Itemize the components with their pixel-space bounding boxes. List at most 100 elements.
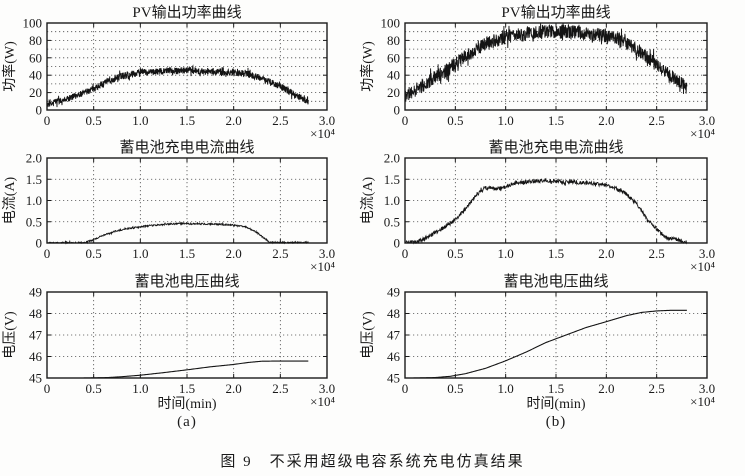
x-tick-label: 1.0 xyxy=(132,381,148,396)
y-tick-label: 0.5 xyxy=(26,214,42,229)
x-tick-label: 0.5 xyxy=(86,246,102,261)
pv-power-a-ylabel: 功率(W) xyxy=(1,41,18,92)
battery-current-b-series-line xyxy=(404,177,688,245)
x-tick-label: 2.0 xyxy=(226,113,242,128)
x-tick-label: 2.0 xyxy=(598,381,614,396)
x-tick-label: 1.5 xyxy=(548,246,564,261)
y-tick-label: 46 xyxy=(387,349,401,364)
x-tick-label: 2.5 xyxy=(649,113,665,128)
y-tick-label: 20 xyxy=(29,85,42,100)
x-tick-label: 3.0 xyxy=(699,113,715,128)
x-axis-multiplier-label: ×10⁴ xyxy=(690,259,715,274)
x-tick-label: 1.0 xyxy=(132,246,148,261)
y-tick-label: 1.0 xyxy=(384,193,400,208)
y-tick-label: 20 xyxy=(387,85,400,100)
x-tick-label: 0 xyxy=(44,381,51,396)
y-tick-label: 47 xyxy=(387,328,401,343)
y-tick-label: 1.0 xyxy=(26,193,42,208)
battery-current-a-title: 蓄电池充电电流曲线 xyxy=(119,139,254,156)
y-tick-label: 0 xyxy=(36,103,43,118)
x-tick-label: 1.0 xyxy=(132,113,148,128)
x-tick-label: 0.5 xyxy=(447,381,463,396)
y-tick-label: 100 xyxy=(23,16,43,31)
y-tick-label: 48 xyxy=(387,306,400,321)
x-tick-label: 2.0 xyxy=(598,113,614,128)
x-tick-label: 1.0 xyxy=(498,246,514,261)
x-tick-label: 3.0 xyxy=(319,113,335,128)
y-tick-label: 2.0 xyxy=(26,151,42,166)
y-tick-label: 49 xyxy=(29,285,42,300)
battery-current-b-title: 蓄电池充电电流曲线 xyxy=(488,139,623,156)
x-tick-label: 0.5 xyxy=(447,113,463,128)
y-tick-label: 45 xyxy=(29,371,42,386)
subfigure-label-b: (b) xyxy=(545,414,567,430)
y-tick-label: 80 xyxy=(29,33,42,48)
battery-voltage-b-xlabel: 时间(min) xyxy=(526,396,585,412)
pv-power-b-ylabel: 功率(W) xyxy=(359,41,376,92)
battery-voltage-a-title: 蓄电池电压曲线 xyxy=(134,273,239,290)
y-tick-label: 0.5 xyxy=(384,214,400,229)
x-tick-label: 0 xyxy=(402,246,409,261)
x-tick-label: 0.5 xyxy=(86,381,102,396)
x-axis-multiplier-label: ×10⁴ xyxy=(690,126,715,141)
battery-current-a-series-line xyxy=(46,221,309,245)
battery-voltage-a-series-line xyxy=(82,360,309,379)
x-tick-label: 1.0 xyxy=(498,381,514,396)
x-tick-label: 1.5 xyxy=(179,113,195,128)
pv-power-a-title: PV输出功率曲线 xyxy=(132,4,241,21)
pv-power-a-series-line xyxy=(46,64,309,108)
y-tick-label: 60 xyxy=(29,50,42,65)
y-tick-label: 40 xyxy=(387,68,400,83)
battery-voltage-b-title: 蓄电池电压曲线 xyxy=(503,273,608,290)
x-axis-multiplier-label: ×10⁴ xyxy=(690,394,715,409)
battery-current-a-ylabel: 电流(A) xyxy=(2,176,18,224)
x-tick-label: 1.5 xyxy=(548,113,564,128)
battery-current-b-ylabel: 电流(A) xyxy=(360,176,376,224)
battery-voltage-b-ylabel: 电压(V) xyxy=(360,311,376,359)
x-tick-label: 1.5 xyxy=(548,381,564,396)
x-tick-label: 0 xyxy=(402,113,409,128)
pv-power-b-series-line xyxy=(404,22,688,102)
x-axis-multiplier-label: ×10⁴ xyxy=(310,394,335,409)
y-tick-label: 45 xyxy=(387,371,400,386)
x-tick-label: 2.0 xyxy=(226,246,242,261)
subplot-battery-current-a: 蓄电池充电电流曲线 0 0.5 1.0 1.5 2.0 0 0.5 1.0 1.5 2.0 2.5 3.… xyxy=(2,139,335,274)
battery-voltage-a-ylabel: 电压(V) xyxy=(2,311,18,359)
x-tick-label: 0 xyxy=(44,113,51,128)
x-tick-label: 3.0 xyxy=(699,246,715,261)
battery-voltage-a-xlabel: 时间(min) xyxy=(157,396,216,412)
x-tick-label: 2.0 xyxy=(598,246,614,261)
y-tick-label: 0 xyxy=(394,103,401,118)
subfigure-label-a: (a) xyxy=(177,414,197,430)
y-tick-label: 40 xyxy=(29,68,42,83)
y-tick-label: 2.0 xyxy=(384,151,400,166)
y-tick-label: 46 xyxy=(29,349,43,364)
x-tick-label: 2.5 xyxy=(649,246,665,261)
y-tick-label: 49 xyxy=(387,285,400,300)
battery-voltage-b-series-line xyxy=(413,309,687,379)
y-tick-label: 1.5 xyxy=(26,172,42,187)
y-tick-label: 0 xyxy=(36,236,43,251)
subplot-battery-voltage-a: 蓄电池电压曲线 45 46 47 48 49 0 0.5 1.0 1.5 2.0 2.5 3.0 电压(V… xyxy=(2,273,335,412)
x-tick-label: 1.0 xyxy=(498,113,514,128)
x-tick-label: 2.0 xyxy=(226,381,242,396)
x-tick-label: 3.0 xyxy=(319,246,335,261)
y-tick-label: 47 xyxy=(29,328,43,343)
y-tick-label: 48 xyxy=(29,306,42,321)
subplot-battery-current-b: 蓄电池充电电流曲线 0 0.5 1.0 1.5 2.0 0 0.5 1.0 1.5 2.0 2.5 3.… xyxy=(360,139,715,274)
x-tick-label: 2.5 xyxy=(272,113,288,128)
x-axis-multiplier-label: ×10⁴ xyxy=(310,259,335,274)
y-tick-label: 80 xyxy=(387,33,400,48)
y-tick-label: 1.5 xyxy=(384,172,400,187)
x-tick-label: 1.5 xyxy=(179,381,195,396)
x-tick-label: 2.5 xyxy=(272,381,288,396)
x-tick-label: 0.5 xyxy=(86,113,102,128)
x-tick-label: 0.5 xyxy=(447,246,463,261)
y-tick-label: 60 xyxy=(387,50,400,65)
x-tick-label: 0 xyxy=(44,246,51,261)
x-tick-label: 1.5 xyxy=(179,246,195,261)
